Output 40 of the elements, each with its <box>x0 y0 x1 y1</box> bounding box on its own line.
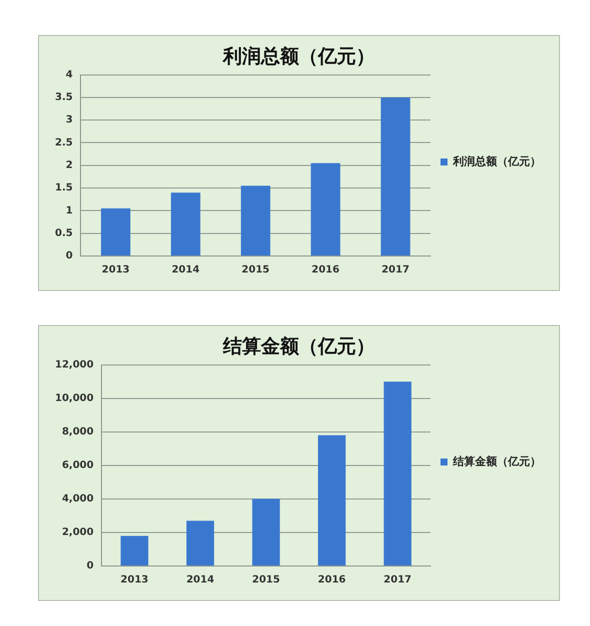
x-tick-label: 2016 <box>318 574 346 586</box>
y-tick-label: 2 <box>66 160 73 171</box>
x-tick-label: 2017 <box>382 264 410 276</box>
bar <box>318 435 346 566</box>
y-tick-label: 4,000 <box>62 494 94 505</box>
y-tick-label: 6,000 <box>62 460 94 471</box>
bar <box>186 520 214 566</box>
bar <box>170 192 200 256</box>
y-tick-label: 2,000 <box>62 527 94 538</box>
x-tick-label: 2017 <box>384 574 412 586</box>
y-tick-label: 0.5 <box>54 228 73 239</box>
y-tick-label: 1.5 <box>54 182 73 194</box>
y-tick-label: 0 <box>66 250 73 262</box>
bar <box>384 382 412 566</box>
x-tick-label: 2013 <box>120 574 148 586</box>
chart-title: 结算金额（亿元） <box>222 335 375 358</box>
x-tick-label: 2013 <box>102 264 130 276</box>
bar <box>240 186 270 256</box>
y-tick-label: 8,000 <box>62 426 94 438</box>
x-tick-label: 2016 <box>312 264 340 276</box>
x-tick-label: 2015 <box>252 574 280 586</box>
y-tick-label: 12,000 <box>54 359 94 370</box>
x-tick-label: 2014 <box>186 574 214 586</box>
chart-title: 利润总额（亿元） <box>222 45 375 68</box>
legend-label: 利润总额（亿元） <box>452 154 541 168</box>
y-tick-label: 3 <box>66 114 73 126</box>
legend-label: 结算金额（亿元） <box>452 454 541 468</box>
y-tick-label: 3.5 <box>54 92 73 104</box>
bar <box>252 498 280 566</box>
x-tick-label: 2015 <box>242 264 270 276</box>
y-tick-label: 10,000 <box>54 392 94 404</box>
x-tick-label: 2014 <box>172 264 200 276</box>
y-tick-label: 1 <box>66 205 73 216</box>
bar <box>101 208 130 256</box>
y-tick-label: 2.5 <box>54 137 73 148</box>
bar <box>380 97 410 256</box>
bar <box>310 163 340 256</box>
bar <box>120 536 148 566</box>
y-tick-label: 0 <box>86 560 94 572</box>
y-tick-label: 4 <box>66 69 73 80</box>
